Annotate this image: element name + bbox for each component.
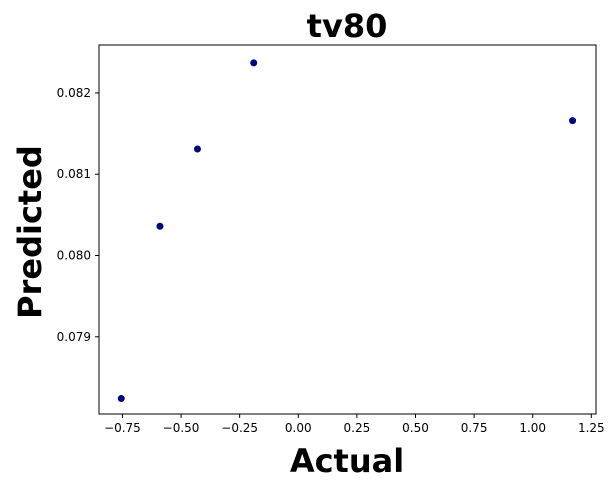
x-tick-label: 0.00 xyxy=(285,421,312,435)
y-tick-label: 0.082 xyxy=(57,86,91,100)
y-axis-ticks: 0.079 0.080 0.081 0.082 xyxy=(57,86,99,344)
x-tick-label: 0.25 xyxy=(344,421,371,435)
x-tick-label: −0.75 xyxy=(104,421,141,435)
scatter-point xyxy=(156,222,164,230)
data-points xyxy=(117,59,577,403)
scatter-point xyxy=(117,395,125,403)
scatter-point xyxy=(250,59,258,67)
scatter-point xyxy=(193,145,201,153)
x-tick-label: −0.25 xyxy=(221,421,258,435)
y-tick-label: 0.081 xyxy=(57,167,91,181)
y-tick-label: 0.080 xyxy=(57,249,91,263)
x-tick-label: 0.75 xyxy=(461,421,488,435)
x-tick-label: 0.50 xyxy=(402,421,429,435)
scatter-point xyxy=(569,117,577,125)
x-axis-label: Actual xyxy=(290,442,404,480)
y-tick-label: 0.079 xyxy=(57,330,91,344)
x-axis-ticks: −0.75 −0.50 −0.25 0.00 0.25 0.50 0.75 1.00 1.25 xyxy=(104,414,605,435)
x-tick-label: 1.25 xyxy=(578,421,605,435)
y-axis-label: Predicted xyxy=(11,145,49,319)
chart-title: tv80 xyxy=(307,7,388,45)
plot-frame xyxy=(98,44,597,415)
x-tick-label: −0.50 xyxy=(163,421,200,435)
x-tick-label: 1.00 xyxy=(519,421,546,435)
